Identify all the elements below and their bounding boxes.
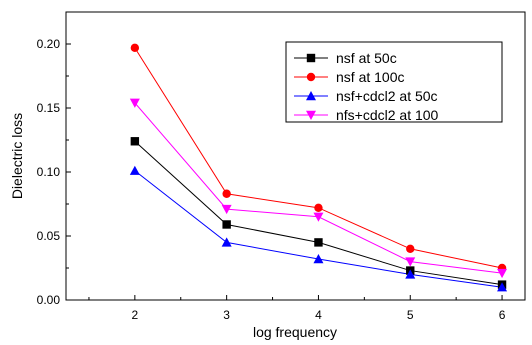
data-point-series-4 (405, 257, 416, 267)
data-point-series-4 (313, 212, 324, 222)
data-point-series-1 (314, 238, 323, 247)
legend: nsf at 50c nsf at 100c nsf+cdcl2 at 50c nfs… (285, 41, 503, 123)
data-point-series-3 (497, 282, 508, 292)
x-tick-label: 2 (132, 308, 139, 322)
y-tick-label: 0.05 (37, 229, 61, 243)
series-line-4 (134, 102, 503, 274)
series-line-3 (134, 170, 503, 288)
data-point-series-2 (130, 43, 140, 53)
legend-label: nsf+cdcl2 at 50c (336, 88, 438, 104)
data-point-series-2 (314, 203, 323, 213)
axis-ticks: 2 3 4 5 6 0.00 0.05 0.10 0.15 0.20 (37, 11, 506, 322)
data-point-series-1 (222, 220, 231, 229)
data-point-series-2 (406, 244, 415, 253)
y-tick-label: 0.10 (37, 165, 61, 179)
x-tick-label: 6 (499, 308, 506, 322)
data-point-series-4 (129, 98, 140, 108)
plot-frame (65, 11, 526, 301)
data-point-series-4 (221, 204, 232, 215)
y-axis-title: Dielectric loss (9, 113, 25, 199)
y-tick-label: 0.00 (37, 293, 61, 307)
data-point-series-4 (497, 268, 508, 279)
data-point-series-1 (130, 137, 140, 146)
data-point-series-3 (313, 254, 324, 264)
data-point-series-3 (405, 269, 416, 279)
y-tick-label: 0.15 (37, 101, 61, 115)
data-point-series-3 (221, 237, 232, 247)
legend-label: nsf at 100c (336, 69, 405, 85)
x-axis-title: log frequency (253, 324, 337, 340)
y-tick-label: 0.20 (37, 37, 61, 51)
x-tick-label: 3 (223, 308, 230, 322)
x-tick-label: 4 (315, 308, 322, 322)
legend-marker (306, 53, 316, 63)
series-markers (129, 43, 508, 292)
data-point-series-3 (129, 165, 140, 175)
legend-label: nsf at 50c (336, 50, 397, 66)
x-tick-label: 5 (407, 308, 414, 322)
legend-box (285, 41, 503, 123)
legend-marker (306, 72, 316, 82)
legend-marker (306, 91, 316, 101)
legend-marker (306, 110, 316, 120)
data-point-series-2 (222, 189, 231, 198)
legend-label: nfs+cdcl2 at 100 (336, 107, 439, 123)
